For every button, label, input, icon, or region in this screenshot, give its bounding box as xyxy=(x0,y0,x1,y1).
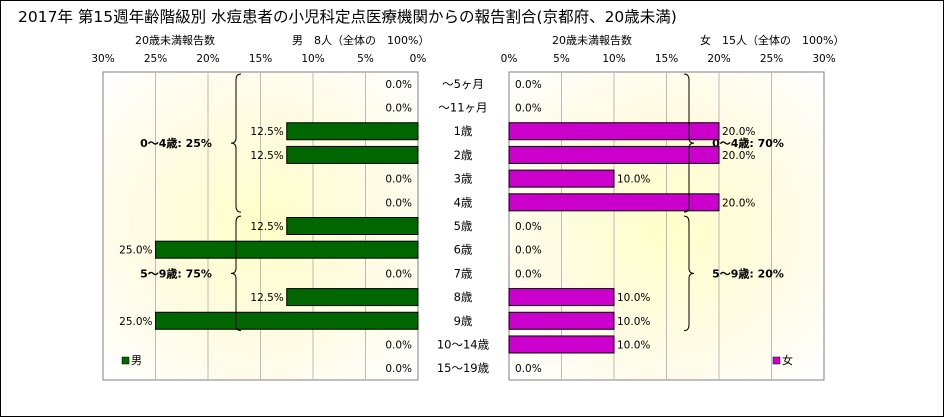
right-data-label: 20.0% xyxy=(722,150,755,162)
right-bar xyxy=(508,169,615,188)
right-tick-label: 30% xyxy=(812,53,835,65)
right-group-label: 0～4歳: 70% xyxy=(712,136,784,150)
right-tick-label: 5% xyxy=(553,53,570,65)
left-group-label: 0～4歳: 25% xyxy=(140,136,212,150)
right-legend-label: 女 xyxy=(782,353,793,367)
right-tick-label: 0% xyxy=(501,53,518,65)
left-tick-label: 30% xyxy=(91,53,114,65)
left-group-brace xyxy=(230,215,242,332)
category-label: 1歳 xyxy=(454,124,473,138)
right-data-label: 10.0% xyxy=(617,339,650,351)
left-group-brace xyxy=(230,73,242,213)
category-label: 9歳 xyxy=(454,314,473,328)
left-data-label: 12.5% xyxy=(250,126,283,138)
right-data-label: 20.0% xyxy=(722,197,755,209)
left-bar xyxy=(286,122,419,141)
right-bar xyxy=(508,193,720,212)
left-data-label: 25.0% xyxy=(119,245,152,257)
right-axis-title: 20歳未満報告数 xyxy=(552,34,632,47)
left-data-label: 12.5% xyxy=(250,150,283,162)
right-bar xyxy=(508,288,615,307)
left-tick-label: 25% xyxy=(144,53,167,65)
left-bar xyxy=(155,240,419,259)
left-tick-label: 20% xyxy=(196,53,219,65)
left-data-label: 0.0% xyxy=(385,197,412,209)
left-bar xyxy=(155,311,419,330)
right-legend-swatch xyxy=(772,356,781,365)
right-group-brace xyxy=(683,73,695,213)
left-bar xyxy=(286,145,419,164)
left-data-label: 12.5% xyxy=(250,292,283,304)
category-label: 4歳 xyxy=(454,195,473,209)
chart-title: 2017年 第15週年齢階級別 水痘患者の小児科定点医療機関からの報告割合(京都… xyxy=(18,8,677,26)
right-panel-header: 女 15人（全体の 100%） xyxy=(700,33,844,47)
left-data-label: 0.0% xyxy=(385,174,412,186)
category-label: ～11ヶ月 xyxy=(438,101,487,115)
left-data-label: 0.0% xyxy=(385,339,412,351)
right-bar xyxy=(508,335,615,354)
left-tick-label: 0% xyxy=(410,53,427,65)
left-data-label: 0.0% xyxy=(385,103,412,115)
left-data-label: 25.0% xyxy=(119,316,152,328)
left-legend-swatch xyxy=(121,356,130,365)
left-tick-label: 10% xyxy=(301,53,324,65)
right-tick-label: 20% xyxy=(707,53,730,65)
right-data-label: 10.0% xyxy=(617,174,650,186)
right-data-label: 20.0% xyxy=(722,126,755,138)
left-tick-label: 15% xyxy=(249,53,272,65)
left-group-label: 5～9歳: 75% xyxy=(140,266,212,280)
left-panel-header: 男 8人（全体の 100%） xyxy=(292,33,429,47)
category-label: ～5ヶ月 xyxy=(442,77,484,91)
left-tick-label: 5% xyxy=(357,53,374,65)
right-group-brace xyxy=(683,215,695,332)
category-label: 10～14歳 xyxy=(437,337,490,351)
right-tick-label: 15% xyxy=(655,53,678,65)
right-bar xyxy=(508,145,720,164)
right-group-label: 5～9歳: 20% xyxy=(712,266,784,280)
left-data-label: 12.5% xyxy=(250,221,283,233)
category-label: 2歳 xyxy=(454,148,473,162)
right-tick-label: 25% xyxy=(760,53,783,65)
right-bar xyxy=(508,122,720,141)
category-label: 15～19歳 xyxy=(437,361,490,375)
left-data-label: 0.0% xyxy=(385,268,412,280)
category-label: 5歳 xyxy=(454,219,473,233)
category-label: 8歳 xyxy=(454,290,473,304)
right-data-label: 10.0% xyxy=(617,292,650,304)
right-data-label: 0.0% xyxy=(515,221,542,233)
left-data-label: 0.0% xyxy=(385,363,412,375)
category-label: 6歳 xyxy=(454,243,473,257)
category-label: 3歳 xyxy=(454,172,473,186)
left-legend-label: 男 xyxy=(131,354,142,367)
right-bar xyxy=(508,311,615,330)
right-data-label: 10.0% xyxy=(617,316,650,328)
right-data-label: 0.0% xyxy=(515,245,542,257)
left-bar xyxy=(286,217,419,235)
left-bar xyxy=(286,288,419,307)
right-data-label: 0.0% xyxy=(515,363,542,375)
right-tick-label: 10% xyxy=(602,53,625,65)
right-data-label: 0.0% xyxy=(515,79,542,91)
right-data-label: 0.0% xyxy=(515,103,542,115)
category-label: 7歳 xyxy=(454,266,473,280)
right-data-label: 0.0% xyxy=(515,268,542,280)
left-axis-title: 20歳未満報告数 xyxy=(135,34,215,47)
left-data-label: 0.0% xyxy=(385,79,412,91)
